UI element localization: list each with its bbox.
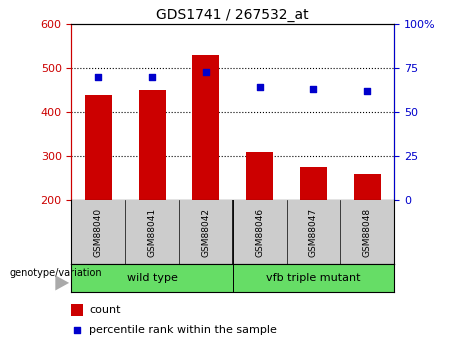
Point — [202, 69, 210, 75]
Text: GSM88041: GSM88041 — [148, 207, 157, 257]
Text: GSM88048: GSM88048 — [363, 207, 372, 257]
Bar — [354, 174, 381, 200]
Bar — [71, 264, 233, 292]
Bar — [233, 264, 394, 292]
Text: GSM88046: GSM88046 — [255, 207, 264, 257]
Bar — [300, 167, 327, 200]
Text: count: count — [89, 305, 121, 315]
Bar — [193, 55, 219, 200]
Text: GSM88042: GSM88042 — [201, 207, 210, 257]
Title: GDS1741 / 267532_at: GDS1741 / 267532_at — [156, 8, 309, 22]
Text: vfb triple mutant: vfb triple mutant — [266, 273, 361, 283]
Text: GSM88047: GSM88047 — [309, 207, 318, 257]
Point — [256, 85, 263, 90]
Bar — [246, 152, 273, 200]
Text: GSM88040: GSM88040 — [94, 207, 103, 257]
Bar — [85, 95, 112, 200]
Bar — [71, 304, 83, 316]
Text: genotype/variation: genotype/variation — [9, 268, 102, 277]
Bar — [139, 90, 165, 200]
Point — [310, 87, 317, 92]
Point — [148, 74, 156, 80]
Text: percentile rank within the sample: percentile rank within the sample — [89, 325, 277, 335]
Point — [95, 74, 102, 80]
Point — [73, 327, 81, 333]
Point — [364, 88, 371, 94]
Text: wild type: wild type — [127, 273, 177, 283]
